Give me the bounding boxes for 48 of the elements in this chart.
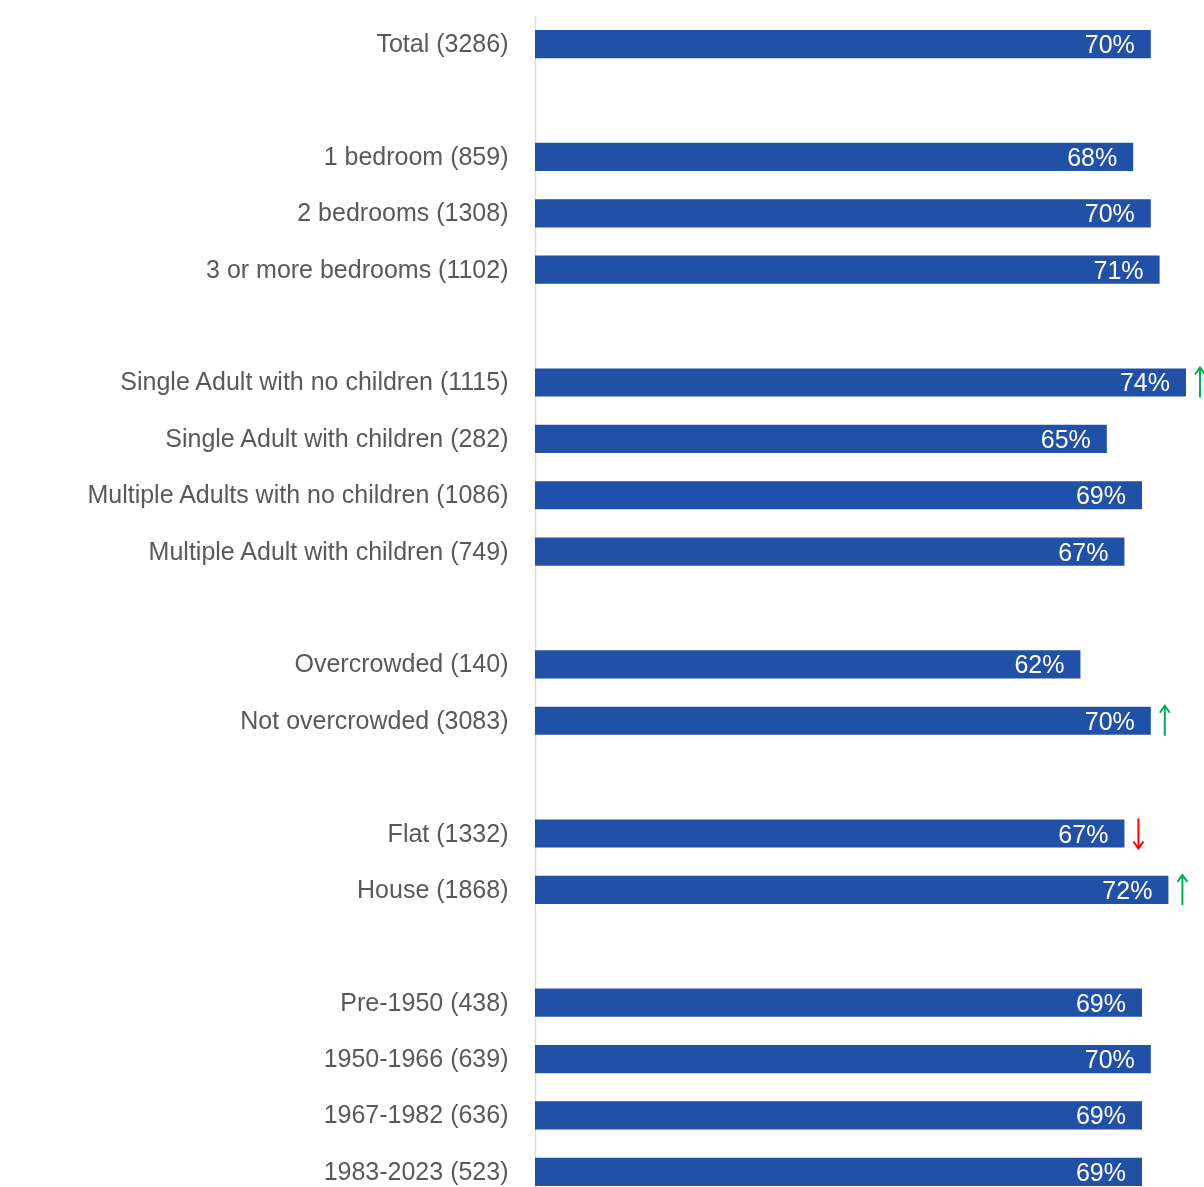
bar <box>535 875 1169 904</box>
y-tick-label: Flat (1332) <box>387 818 509 847</box>
y-tick-label: Not overcrowded (3083) <box>240 705 509 734</box>
data-label: 69% <box>1075 481 1127 510</box>
data-label: 71% <box>1093 255 1144 284</box>
bar <box>535 1044 1151 1074</box>
y-tick-label: 1 bedroom (859) <box>323 141 509 170</box>
data-label: 62% <box>1014 650 1065 679</box>
bar <box>535 424 1107 453</box>
y-tick-label: Single Adult with no children (1115) <box>120 367 509 396</box>
bar <box>535 988 1143 1017</box>
y-tick-label: 2 bedrooms (1308) <box>297 198 509 227</box>
data-label: 72% <box>1102 875 1153 904</box>
bar <box>535 199 1151 228</box>
data-label: 69% <box>1075 1101 1127 1130</box>
bar <box>535 1101 1143 1130</box>
y-tick-label: House (1868) <box>357 874 509 903</box>
data-label: 74% <box>1119 368 1170 397</box>
data-label: 69% <box>1075 988 1127 1017</box>
y-tick-label: 1967-1982 (636) <box>323 1100 509 1129</box>
bar <box>535 706 1151 735</box>
y-tick-label: 3 or more bedrooms (1102) <box>206 254 509 283</box>
bar <box>535 537 1125 566</box>
bar <box>535 142 1134 172</box>
bar <box>535 481 1143 510</box>
bar <box>535 30 1151 59</box>
y-tick-label: Single Adult with children (282) <box>165 423 509 452</box>
y-tick-label: 1983-2023 (523) <box>323 1156 509 1185</box>
data-label: 70% <box>1084 199 1135 228</box>
bar <box>535 650 1081 679</box>
y-tick-label: Total (3286) <box>376 29 509 58</box>
data-label: 65% <box>1040 424 1091 453</box>
y-tick-label: Pre-1950 (438) <box>340 987 509 1016</box>
bar <box>535 255 1160 284</box>
y-tick-label: Multiple Adult with children (749) <box>148 536 509 565</box>
y-tick-label: 1950-1966 (639) <box>323 1044 509 1073</box>
bar <box>535 368 1186 397</box>
bar <box>535 1157 1143 1186</box>
y-tick-label: Overcrowded (140) <box>294 649 509 678</box>
data-label: 70% <box>1084 1045 1135 1074</box>
data-label: 68% <box>1067 142 1118 171</box>
bar <box>535 819 1125 848</box>
data-label: 67% <box>1058 537 1109 566</box>
data-label: 67% <box>1058 819 1109 848</box>
data-label: 70% <box>1084 30 1135 59</box>
data-label: 70% <box>1084 706 1135 735</box>
data-label: 69% <box>1075 1157 1127 1186</box>
y-tick-label: Multiple Adults with no children (1086) <box>87 480 509 509</box>
